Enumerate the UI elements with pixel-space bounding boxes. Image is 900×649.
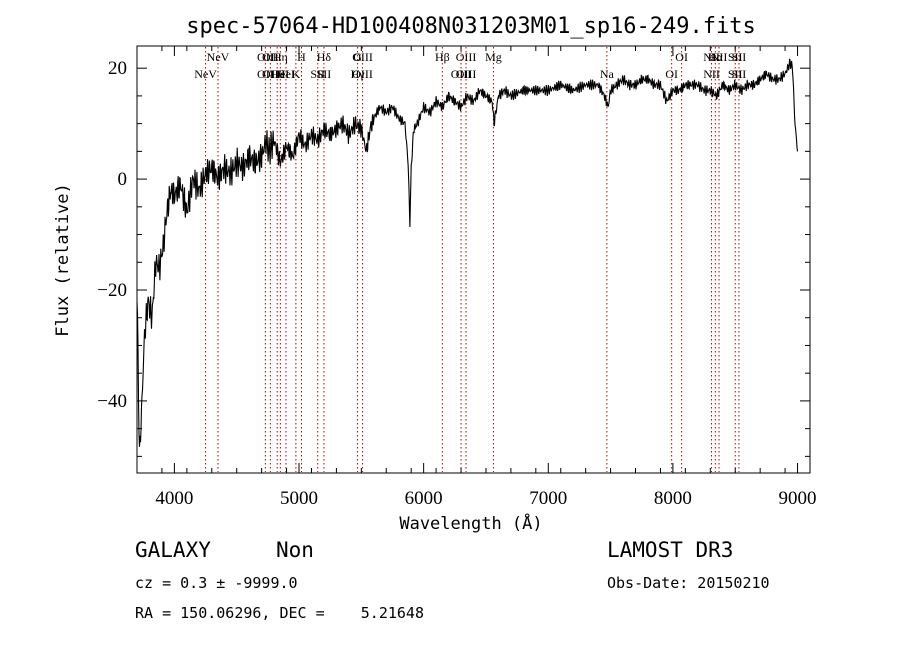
- line-label-top: Hδ: [317, 50, 332, 64]
- y-axis-label: Flux (relative): [53, 183, 73, 337]
- line-label-bottom: OII: [257, 67, 274, 81]
- x-axis-label: Wavelength (Å): [399, 512, 542, 534]
- observation-date: Obs-Date: 20150210: [607, 574, 770, 592]
- line-label-bottom: Hθ: [270, 67, 285, 81]
- line-label-bottom: HeI: [271, 67, 289, 81]
- line-label-bottom: OIII: [451, 67, 472, 81]
- line-label-bottom: NII: [703, 67, 720, 81]
- line-label-top: OIII: [456, 50, 477, 64]
- line-label-bottom: OIII: [352, 67, 373, 81]
- object-type: GALAXY: [135, 538, 211, 562]
- spectral-line-markers: [205, 47, 740, 472]
- line-label-top: Hα: [708, 50, 724, 64]
- line-label-bottom: SII: [310, 67, 325, 81]
- line-label-bottom: Hγ: [351, 67, 366, 81]
- line-label-top: NeV: [207, 50, 230, 64]
- line-label-top: SII: [728, 50, 743, 64]
- spectrum-line: [136, 58, 799, 447]
- line-label-bottom: OIII: [456, 67, 477, 81]
- line-label-bottom: HeI: [277, 67, 295, 81]
- x-axis-ticks: 4000 5000 6000 7000 8000 9000: [136, 46, 817, 509]
- y-tick-label: 0: [118, 169, 128, 190]
- plot-frame: [136, 45, 811, 474]
- line-label-top: Hη: [273, 50, 288, 64]
- line-label-top: Mg: [485, 50, 502, 64]
- survey-name: LAMOST DR3: [607, 538, 734, 562]
- x-tick-label: 8000: [654, 488, 692, 509]
- line-label-top: H: [297, 50, 306, 64]
- line-label-bottom: SII: [317, 67, 332, 81]
- y-tick-label: 20: [108, 58, 127, 79]
- line-label-bottom: Na: [600, 67, 615, 81]
- line-label-bottom: SII: [732, 67, 747, 81]
- line-label-top: OI: [675, 50, 688, 64]
- line-label-top: OIII: [352, 50, 373, 64]
- redshift-cz: cz = 0.3 ± -9999.0: [135, 574, 298, 592]
- line-label-bottom: OI: [665, 67, 678, 81]
- x-tick-label: 6000: [405, 488, 443, 509]
- line-label-top: OII: [262, 50, 279, 64]
- object-subclass: Non: [276, 538, 314, 562]
- y-tick-label: −40: [97, 391, 127, 412]
- x-tick-label: 4000: [155, 488, 193, 509]
- x-tick-label: 5000: [280, 488, 318, 509]
- line-label-top: SII: [732, 50, 747, 64]
- y-tick-label: −20: [97, 280, 127, 301]
- line-label-top: NII: [711, 50, 728, 64]
- line-label-bottom: NeV: [194, 67, 217, 81]
- line-label-bottom: SII: [728, 67, 743, 81]
- x-tick-label: 9000: [779, 488, 817, 509]
- y-axis-ticks: −40 −20 0 20: [97, 58, 810, 457]
- line-label-top: Hβ: [435, 50, 450, 64]
- line-label-top: OII: [257, 50, 274, 64]
- ra-dec: RA = 150.06296, DEC = 5.21648: [135, 604, 424, 622]
- chart-title: spec-57064-HD100408N031203M01_sp16-249.f…: [186, 14, 756, 39]
- line-label-bottom: OII: [262, 67, 279, 81]
- line-label-top: G: [353, 50, 362, 64]
- line-label-bottom: K: [292, 67, 301, 81]
- x-tick-label: 7000: [529, 488, 567, 509]
- line-label-top: NII: [703, 50, 720, 64]
